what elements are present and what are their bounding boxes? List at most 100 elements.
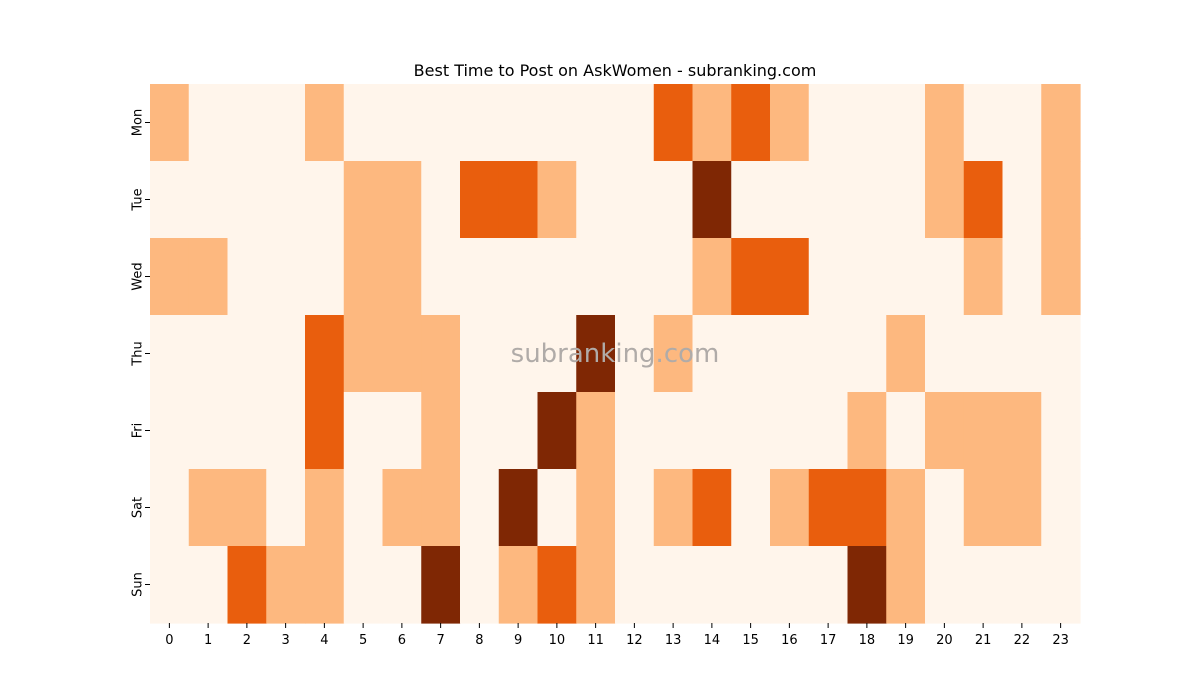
heatmap-cell (576, 469, 616, 547)
heatmap-cell (576, 392, 616, 470)
heatmap-cell (731, 84, 771, 162)
heatmap-cell (576, 161, 616, 239)
heatmap-cell (537, 315, 577, 393)
heatmap-cell (770, 469, 810, 547)
heatmap-cell (382, 238, 422, 316)
heatmap-cell (150, 238, 190, 316)
x-tick-label: 20 (936, 633, 953, 648)
heatmap-cell (576, 315, 616, 393)
heatmap-cell (227, 546, 267, 624)
y-tick-label: Wed (131, 262, 146, 290)
heatmap-cell (382, 315, 422, 393)
heatmap-cell (731, 315, 771, 393)
heatmap-cell (1041, 238, 1081, 316)
heatmap-cell (886, 84, 926, 162)
heatmap-cell (963, 546, 1004, 624)
heatmap-cell (963, 161, 1004, 239)
heatmap-cell (460, 161, 500, 239)
heatmap-cell (188, 392, 229, 470)
heatmap-cell (1041, 392, 1081, 470)
heatmap-cell (653, 469, 694, 547)
heatmap-cell (692, 392, 732, 470)
x-tick-label: 14 (704, 633, 721, 648)
heatmap-cell (343, 315, 384, 393)
heatmap-cell (227, 84, 267, 162)
y-tick-label: Tue (131, 188, 146, 211)
x-tick-label: 17 (820, 633, 837, 648)
heatmap-cell (343, 238, 384, 316)
heatmap-cell (731, 469, 771, 547)
heatmap-cell (1041, 315, 1081, 393)
y-tick-label: Mon (131, 109, 146, 136)
heatmap-cell (731, 161, 771, 239)
heatmap-cell (460, 238, 500, 316)
y-axis: Mon Tue Wed Thu Fri Sat Sun (131, 109, 150, 597)
heatmap-cell (343, 469, 384, 547)
heatmap-cell (343, 161, 384, 239)
heatmap-cell (421, 392, 461, 470)
heatmap-cell (421, 469, 461, 547)
heatmap-cell (925, 392, 965, 470)
x-tick-label: 21 (975, 633, 992, 648)
heatmap-cell (653, 238, 694, 316)
heatmap-cell (188, 84, 229, 162)
heatmap-cell (770, 546, 810, 624)
heatmap-cell (886, 238, 926, 316)
heatmap-cell (653, 161, 694, 239)
x-tick-label: 15 (742, 633, 759, 648)
heatmap-cells (150, 84, 1081, 624)
heatmap-cell (537, 392, 577, 470)
heatmap-cell (150, 315, 190, 393)
heatmap-cell (305, 315, 345, 393)
y-tick-label: Sun (131, 572, 146, 597)
heatmap-cell (1002, 238, 1042, 316)
heatmap-cell (847, 546, 887, 624)
heatmap-cell (692, 84, 732, 162)
x-tick-label: 9 (514, 633, 522, 648)
heatmap-cell (963, 315, 1004, 393)
heatmap-cell (847, 392, 887, 470)
heatmap-cell (421, 84, 461, 162)
heatmap-cell (886, 161, 926, 239)
heatmap-cell (925, 238, 965, 316)
heatmap-cell (886, 315, 926, 393)
heatmap-cell (653, 392, 694, 470)
heatmap-cell (227, 469, 267, 547)
heatmap-cell (925, 161, 965, 239)
x-tick-label: 4 (320, 633, 328, 648)
heatmap-cell (188, 238, 229, 316)
heatmap-cell (576, 546, 616, 624)
heatmap-cell (1002, 392, 1042, 470)
heatmap-cell (615, 238, 655, 316)
x-tick-label: 5 (359, 633, 367, 648)
heatmap-cell (305, 392, 345, 470)
heatmap-cell (460, 84, 500, 162)
heatmap-cell (1041, 469, 1081, 547)
x-tick-label: 3 (281, 633, 289, 648)
heatmap-cell (343, 84, 384, 162)
heatmap-cell (1002, 161, 1042, 239)
heatmap-cell (770, 161, 810, 239)
heatmap-cell (266, 161, 306, 239)
heatmap-cell (266, 84, 306, 162)
heatmap-cell (963, 238, 1004, 316)
heatmap-cell (925, 315, 965, 393)
heatmap-cell (692, 315, 732, 393)
heatmap-cell (1002, 469, 1042, 547)
heatmap-cell (227, 315, 267, 393)
heatmap-cell (266, 315, 306, 393)
heatmap-cell (305, 84, 345, 162)
heatmap-cell (731, 238, 771, 316)
heatmap-cell (460, 469, 500, 547)
y-tick-label: Fri (131, 423, 146, 439)
heatmap-cell (537, 238, 577, 316)
heatmap-cell (1041, 161, 1081, 239)
heatmap-cell (150, 546, 190, 624)
heatmap-cell (188, 469, 229, 547)
heatmap-cell (460, 546, 500, 624)
heatmap-cell (498, 84, 539, 162)
heatmap-cell (266, 546, 306, 624)
heatmap-cell (770, 84, 810, 162)
heatmap-cell (963, 84, 1004, 162)
